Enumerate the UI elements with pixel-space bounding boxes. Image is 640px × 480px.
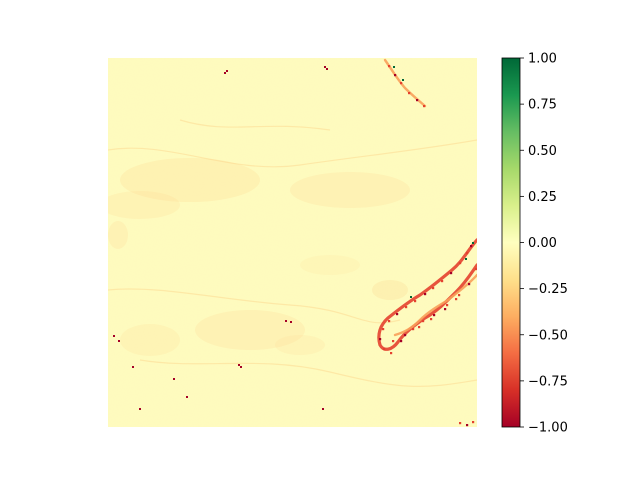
heatmap-speckle [412, 328, 415, 331]
heatmap-dot [118, 340, 120, 342]
heatmap-positive-dot [393, 66, 395, 68]
heatmap-region [120, 324, 180, 356]
heatmap-speckle [404, 334, 407, 337]
heatmap-speckle [430, 318, 433, 321]
heatmap-dot [173, 378, 175, 380]
heatmap-dot [226, 70, 228, 72]
heatmap-region [120, 158, 260, 202]
heatmap-speckle [379, 338, 382, 341]
heatmap-speckle [450, 272, 453, 275]
heatmap-negative-band [393, 273, 477, 337]
heatmap-speckle [408, 92, 411, 95]
heatmap-speckle [418, 326, 421, 329]
heatmap-speckle [383, 348, 386, 351]
colorbar-tick-label: 0.00 [528, 236, 557, 251]
heatmap-dot [285, 320, 287, 322]
heatmap-negative-band [383, 58, 427, 108]
colorbar-tick-label: 0.50 [528, 144, 557, 159]
heatmap-positive-dot [472, 242, 474, 244]
heatmap-region [108, 221, 128, 249]
heatmap-speckle [455, 298, 458, 301]
heatmap-dot [324, 66, 326, 68]
heatmap-speckle [446, 304, 449, 307]
heatmap-speckle [396, 313, 399, 316]
heatmap-speckle [400, 340, 403, 343]
heatmap-region [275, 335, 325, 355]
heatmap-speckle [466, 252, 469, 255]
colorbar-tick-label: −0.75 [528, 374, 568, 389]
heatmap-speckle [382, 328, 385, 331]
heatmap-speckle [459, 262, 462, 265]
heatmap-grain [108, 58, 477, 427]
heatmap-speckle [459, 422, 462, 425]
colorbar: 1.00 0.75 0.50 0.25 0.00 −0.25 −0.50 −0.75 −1.00 [501, 52, 568, 436]
heatmap-dot [113, 335, 115, 337]
heatmap-speckle [400, 82, 403, 85]
heatmap-speckle [423, 105, 426, 108]
heatmap-dot [132, 366, 134, 368]
heatmap-speckle [432, 287, 435, 290]
heatmap-positive-dot [410, 296, 412, 298]
heatmap-dot [290, 321, 292, 323]
heatmap-dot [322, 408, 324, 410]
colorbar-tick-label: 0.25 [528, 190, 557, 205]
heatmap-image [108, 58, 477, 427]
colorbar-tick-label: −1.00 [528, 421, 568, 436]
heatmap-speckle [388, 320, 391, 323]
heatmap-dot [224, 72, 226, 74]
heatmap-region [372, 280, 408, 300]
heatmap-speckle [405, 306, 408, 309]
heatmap-region [300, 255, 360, 275]
heatmap-dot [326, 68, 328, 70]
heatmap-ridge [139, 359, 477, 387]
colorbar-tick-label: −0.50 [528, 328, 568, 343]
heatmap-speckle [444, 308, 447, 311]
heatmap-features [108, 58, 477, 427]
heatmap-speckle [390, 352, 393, 355]
colorbar-gradient [501, 57, 521, 428]
heatmap-speckle [424, 293, 427, 296]
heatmap-dot [139, 408, 141, 410]
heatmap-speckle [422, 320, 425, 323]
heatmap-speckle [433, 314, 436, 317]
heatmap-region [108, 191, 180, 219]
heatmap-dot [186, 396, 188, 398]
heatmap-ridge [179, 119, 331, 131]
colorbar-tick-label: −0.25 [528, 282, 568, 297]
heatmap-speckle [458, 294, 461, 297]
heatmap-dot [238, 364, 240, 366]
heatmap-speckle [388, 65, 391, 68]
heatmap-speckle [441, 280, 444, 283]
heatmap-speckle [416, 99, 419, 102]
heatmap-speckle [392, 340, 395, 343]
heatmap-speckle [472, 421, 475, 424]
colorbar-ticks: 1.00 0.75 0.50 0.25 0.00 −0.25 −0.50 −0.75 −1.00 [520, 52, 568, 436]
heatmap-positive-dot [465, 258, 467, 260]
heatmap-ridge [108, 139, 477, 168]
colorbar-tick-label: 0.75 [528, 98, 557, 113]
heatmap-speckle [468, 283, 471, 286]
heatmap-dot [240, 366, 242, 368]
heatmap-positive-dot [402, 79, 404, 81]
heatmap-speckle [394, 74, 397, 77]
heatmap-speckle [470, 245, 473, 248]
colorbar-tick-label: 1.00 [528, 52, 557, 67]
heatmap-ridge [108, 288, 401, 324]
heatmap-speckle [414, 300, 417, 303]
heatmap-speckle [475, 268, 477, 271]
heatmap-region [290, 172, 410, 208]
heatmap-region [195, 310, 305, 350]
heatmap-speckle [466, 424, 469, 427]
